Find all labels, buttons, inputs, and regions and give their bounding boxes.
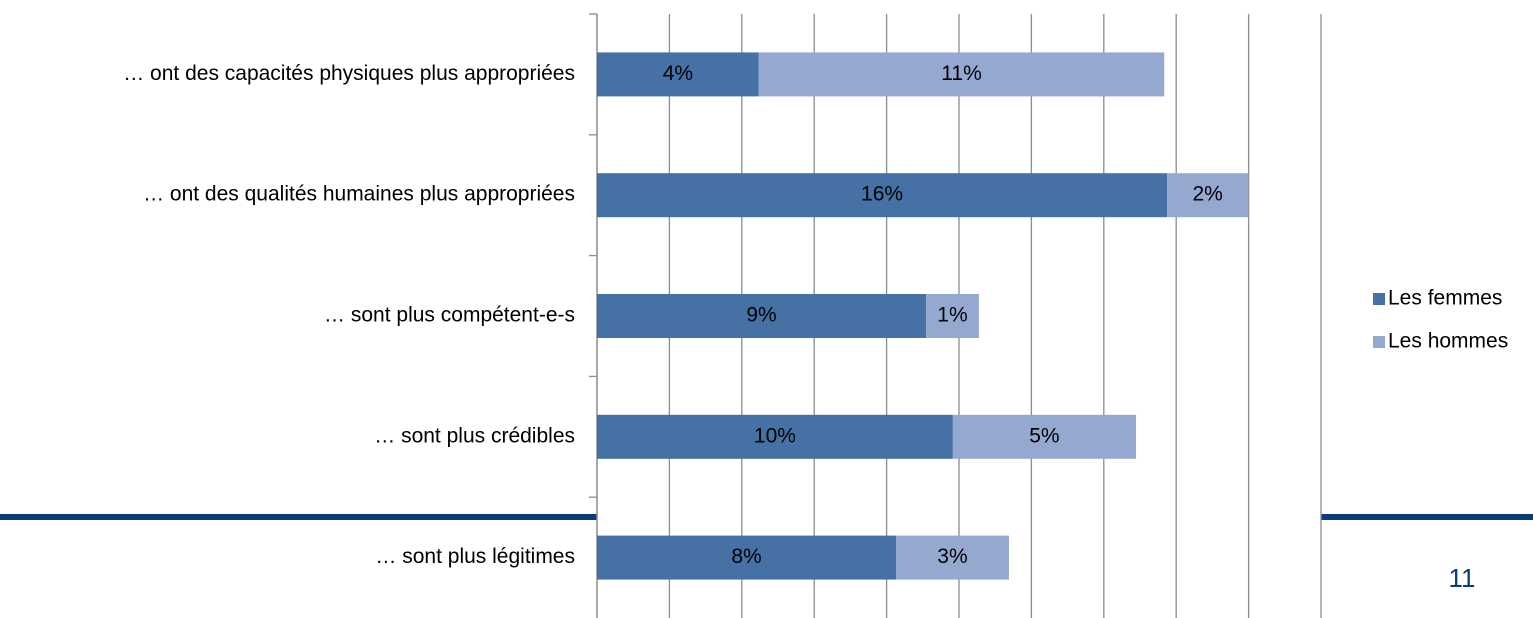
data-label: 2% (1193, 183, 1223, 206)
slide-rule (1321, 514, 1533, 520)
bar-segment (952, 414, 1137, 459)
data-label: 3% (937, 545, 967, 568)
bar-segment (597, 414, 953, 459)
data-label: 1% (937, 304, 967, 327)
page-number: 11 (1449, 563, 1476, 593)
data-label: 5% (1029, 424, 1059, 447)
slide-rule (0, 514, 597, 520)
data-label: 8% (731, 545, 761, 568)
bar-segment (758, 52, 1165, 97)
legend-swatch (1373, 336, 1385, 348)
legend-label: Les hommes (1388, 330, 1508, 353)
data-label: 16% (861, 183, 903, 206)
y-tick-label: … sont plus légitimes (375, 545, 575, 568)
bar-segment (896, 535, 1009, 580)
bar-segment (597, 173, 1168, 218)
bar-segment (597, 294, 927, 338)
data-label: 10% (754, 424, 796, 447)
data-label: 4% (663, 62, 693, 85)
bar-segment (926, 294, 979, 338)
legend-swatch (1373, 293, 1385, 305)
data-label: 9% (746, 304, 776, 327)
y-tick-label: … sont plus compétent-e-s (324, 304, 575, 327)
bar-segment (597, 52, 759, 97)
y-tick-label: … ont des qualités humaines plus appropr… (143, 183, 575, 206)
bar-segment (597, 535, 897, 580)
y-tick-label: … ont des capacités physiques plus appro… (123, 62, 575, 85)
y-tick-label: … sont plus crédibles (374, 424, 575, 447)
legend-label: Les femmes (1388, 287, 1502, 310)
data-label: 11% (941, 62, 981, 85)
bar-segment (1167, 173, 1249, 218)
